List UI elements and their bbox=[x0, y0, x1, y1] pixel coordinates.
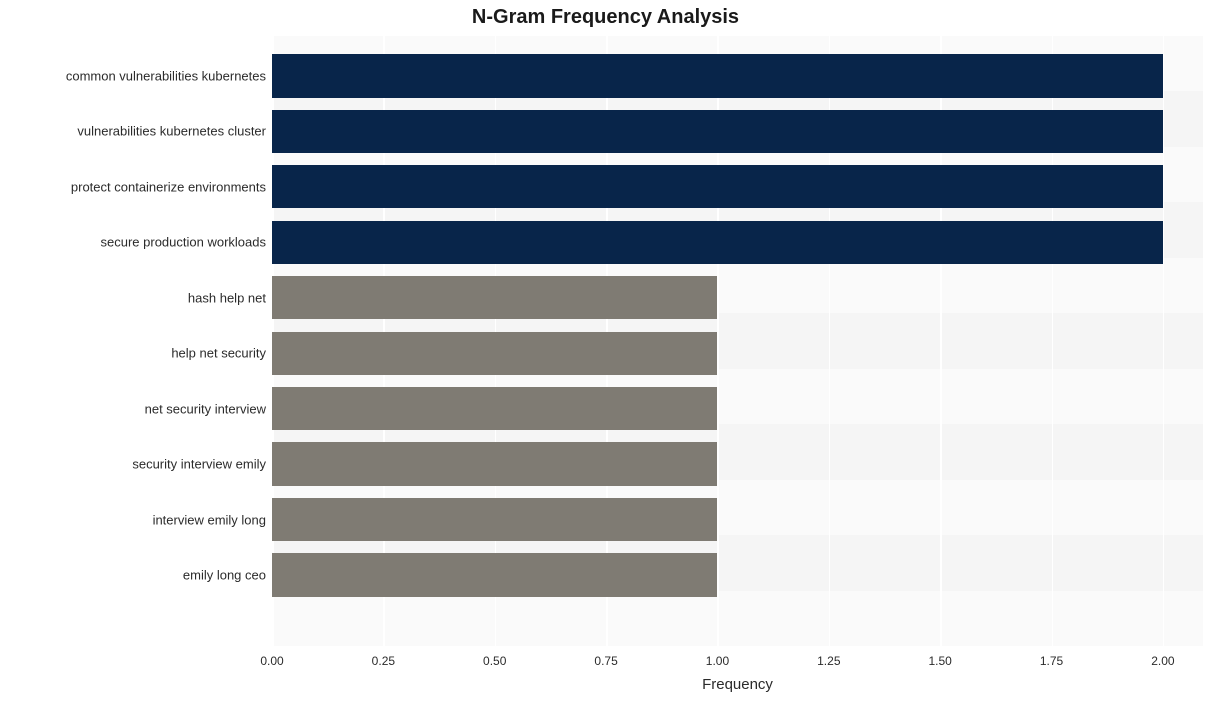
x-axis-label: Frequency bbox=[702, 676, 773, 693]
x-tick-label: 0.50 bbox=[483, 654, 506, 668]
x-tick-label: 1.75 bbox=[1040, 654, 1063, 668]
gridline bbox=[1163, 36, 1165, 646]
grid-band bbox=[272, 591, 1203, 646]
x-tick-label: 1.50 bbox=[928, 654, 951, 668]
bar bbox=[272, 165, 1163, 208]
bar bbox=[272, 221, 1163, 264]
chart-title: N-Gram Frequency Analysis bbox=[0, 6, 1211, 29]
y-tick-label: net security interview bbox=[145, 401, 266, 416]
x-tick-label: 0.25 bbox=[372, 654, 395, 668]
bar bbox=[272, 387, 717, 430]
bar bbox=[272, 442, 717, 485]
y-tick-label: hash help net bbox=[188, 290, 266, 305]
bar bbox=[272, 332, 717, 375]
x-tick-label: 2.00 bbox=[1151, 654, 1174, 668]
x-tick-label: 1.00 bbox=[706, 654, 729, 668]
y-tick-label: vulnerabilities kubernetes cluster bbox=[77, 124, 266, 139]
bar bbox=[272, 110, 1163, 153]
y-tick-label: protect containerize environments bbox=[71, 179, 266, 194]
bar bbox=[272, 553, 717, 596]
bar bbox=[272, 54, 1163, 97]
plot-area: 0.000.250.500.751.001.251.501.752.00comm… bbox=[272, 36, 1203, 646]
bar bbox=[272, 498, 717, 541]
y-tick-label: emily long ceo bbox=[183, 568, 266, 583]
x-tick-label: 0.75 bbox=[594, 654, 617, 668]
y-tick-label: interview emily long bbox=[153, 512, 266, 527]
x-tick-label: 1.25 bbox=[817, 654, 840, 668]
chart-container: N-Gram Frequency Analysis 0.000.250.500.… bbox=[0, 0, 1211, 701]
y-tick-label: common vulnerabilities kubernetes bbox=[66, 68, 266, 83]
y-tick-label: help net security bbox=[171, 346, 266, 361]
y-tick-label: secure production workloads bbox=[101, 235, 266, 250]
x-tick-label: 0.00 bbox=[260, 654, 283, 668]
bar bbox=[272, 276, 717, 319]
y-tick-label: security interview emily bbox=[132, 457, 266, 472]
